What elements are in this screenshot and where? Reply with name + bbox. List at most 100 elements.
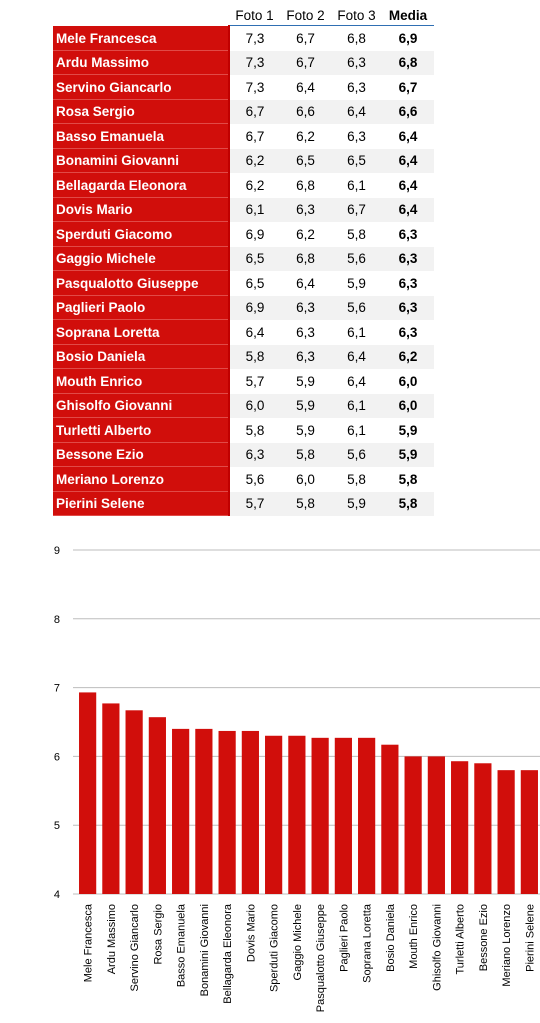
- row-media: 6,3: [382, 222, 434, 247]
- row-name: Mouth Enrico: [53, 369, 230, 394]
- table-row: Rosa Sergio 6,7 6,6 6,4 6,6: [53, 99, 434, 124]
- x-tick-label: Ghisolfo Giovanni: [431, 904, 443, 991]
- y-tick-label: 4: [54, 889, 60, 901]
- bar: [218, 730, 236, 894]
- row-foto-3: 5,6: [331, 442, 382, 467]
- x-tick-label: Pierini Selene: [524, 904, 536, 972]
- table-row: Soprana Loretta 6,4 6,3 6,1 6,3: [53, 320, 434, 345]
- x-tick-label: Servino Giancarlo: [129, 904, 141, 991]
- row-name: Servino Giancarlo: [53, 75, 230, 100]
- row-media: 6,0: [382, 369, 434, 394]
- row-media: 6,4: [382, 173, 434, 198]
- row-foto-2: 6,6: [280, 99, 331, 124]
- row-name: Basso Emanuela: [53, 124, 230, 149]
- table-row: Mouth Enrico 5,7 5,9 6,4 6,0: [53, 369, 434, 394]
- row-foto-3: 6,7: [331, 197, 382, 222]
- table-row: Basso Emanuela 6,7 6,2 6,3 6,4: [53, 124, 434, 149]
- bar: [451, 761, 469, 894]
- row-name: Mele Francesca: [53, 25, 230, 51]
- bar-chart: 4 5 6 7 8 9 Mele Francesca Ardu Massimo Servino …: [54, 545, 540, 1012]
- row-media: 5,8: [382, 491, 434, 516]
- y-tick-label: 8: [54, 614, 60, 626]
- row-name: Pasqualotto Giuseppe: [53, 271, 230, 296]
- row-media: 6,7: [382, 75, 434, 100]
- row-media: 6,2: [382, 344, 434, 369]
- row-foto-2: 6,0: [280, 467, 331, 492]
- bar: [125, 710, 143, 894]
- row-media: 6,4: [382, 124, 434, 149]
- row-foto-1: 6,5: [229, 246, 280, 271]
- score-table: Foto 1 Foto 2 Foto 3 Media Mele Francesc…: [53, 4, 434, 516]
- row-foto-1: 6,7: [229, 99, 280, 124]
- table-row: Meriano Lorenzo 5,6 6,0 5,8 5,8: [53, 467, 434, 492]
- row-foto-1: 5,8: [229, 418, 280, 443]
- row-media: 6,9: [382, 25, 434, 51]
- table-row: Ghisolfo Giovanni 6,0 5,9 6,1 6,0: [53, 393, 434, 418]
- bar: [334, 737, 352, 894]
- bar: [311, 737, 329, 894]
- row-foto-2: 6,7: [280, 50, 331, 75]
- row-media: 6,4: [382, 197, 434, 222]
- bar: [288, 735, 306, 894]
- table-row: Mele Francesca 7,3 6,7 6,8 6,9: [53, 25, 434, 51]
- row-foto-2: 6,5: [280, 148, 331, 173]
- table-row: Servino Giancarlo 7,3 6,4 6,3 6,7: [53, 75, 434, 100]
- y-tick-label: 6: [54, 751, 60, 763]
- row-foto-1: 6,9: [229, 222, 280, 247]
- row-foto-2: 6,4: [280, 271, 331, 296]
- row-foto-1: 5,6: [229, 467, 280, 492]
- row-media: 6,0: [382, 393, 434, 418]
- x-tick-label: Gaggio Michele: [292, 904, 304, 980]
- row-foto-3: 5,9: [331, 271, 382, 296]
- table-row: Bonamini Giovanni 6,2 6,5 6,5 6,4: [53, 148, 434, 173]
- row-foto-3: 6,1: [331, 173, 382, 198]
- bar: [241, 730, 259, 894]
- x-tick-label: Rosa Sergio: [152, 904, 164, 965]
- row-name: Ghisolfo Giovanni: [53, 393, 230, 418]
- table-body: Mele Francesca 7,3 6,7 6,8 6,9 Ardu Massimo 7,…: [53, 25, 434, 516]
- row-foto-3: 5,8: [331, 467, 382, 492]
- row-foto-2: 5,9: [280, 418, 331, 443]
- row-foto-2: 6,4: [280, 75, 331, 100]
- x-tick-label: Sperduti Giacomo: [269, 904, 281, 992]
- bar: [427, 756, 445, 894]
- row-media: 5,9: [382, 418, 434, 443]
- table-header-row: Foto 1 Foto 2 Foto 3 Media: [53, 4, 434, 26]
- x-tick-label: Mele Francesca: [83, 903, 95, 982]
- row-foto-1: 5,7: [229, 491, 280, 516]
- row-foto-1: 6,0: [229, 393, 280, 418]
- row-foto-3: 5,8: [331, 222, 382, 247]
- row-name: Sperduti Giacomo: [53, 222, 230, 247]
- row-foto-2: 5,8: [280, 491, 331, 516]
- row-foto-3: 6,4: [331, 344, 382, 369]
- row-foto-2: 6,8: [280, 246, 331, 271]
- row-foto-3: 6,4: [331, 369, 382, 394]
- row-foto-2: 5,9: [280, 369, 331, 394]
- row-name: Bessone Ezio: [53, 442, 230, 467]
- table-row: Gaggio Michele 6,5 6,8 5,6 6,3: [53, 246, 434, 271]
- table-row: Bellagarda Eleonora 6,2 6,8 6,1 6,4: [53, 173, 434, 198]
- row-foto-3: 5,6: [331, 246, 382, 271]
- x-tick-label: Paglieri Paolo: [338, 904, 350, 972]
- row-media: 5,9: [382, 442, 434, 467]
- row-name: Soprana Loretta: [53, 320, 230, 345]
- row-foto-2: 5,8: [280, 442, 331, 467]
- row-name: Paglieri Paolo: [53, 295, 230, 320]
- row-media: 6,4: [382, 148, 434, 173]
- row-name: Rosa Sergio: [53, 99, 230, 124]
- row-foto-1: 6,1: [229, 197, 280, 222]
- row-foto-3: 6,1: [331, 320, 382, 345]
- row-foto-3: 6,4: [331, 99, 382, 124]
- row-media: 6,3: [382, 271, 434, 296]
- row-foto-1: 6,4: [229, 320, 280, 345]
- x-tick-label: Basso Emanuela: [176, 903, 188, 987]
- row-foto-3: 6,8: [331, 25, 382, 51]
- row-foto-2: 5,9: [280, 393, 331, 418]
- row-name: Ardu Massimo: [53, 50, 230, 75]
- header-media: Media: [382, 4, 434, 26]
- row-foto-3: 6,3: [331, 124, 382, 149]
- row-foto-3: 6,5: [331, 148, 382, 173]
- bar: [381, 744, 399, 894]
- row-media: 6,3: [382, 320, 434, 345]
- row-foto-1: 7,3: [229, 75, 280, 100]
